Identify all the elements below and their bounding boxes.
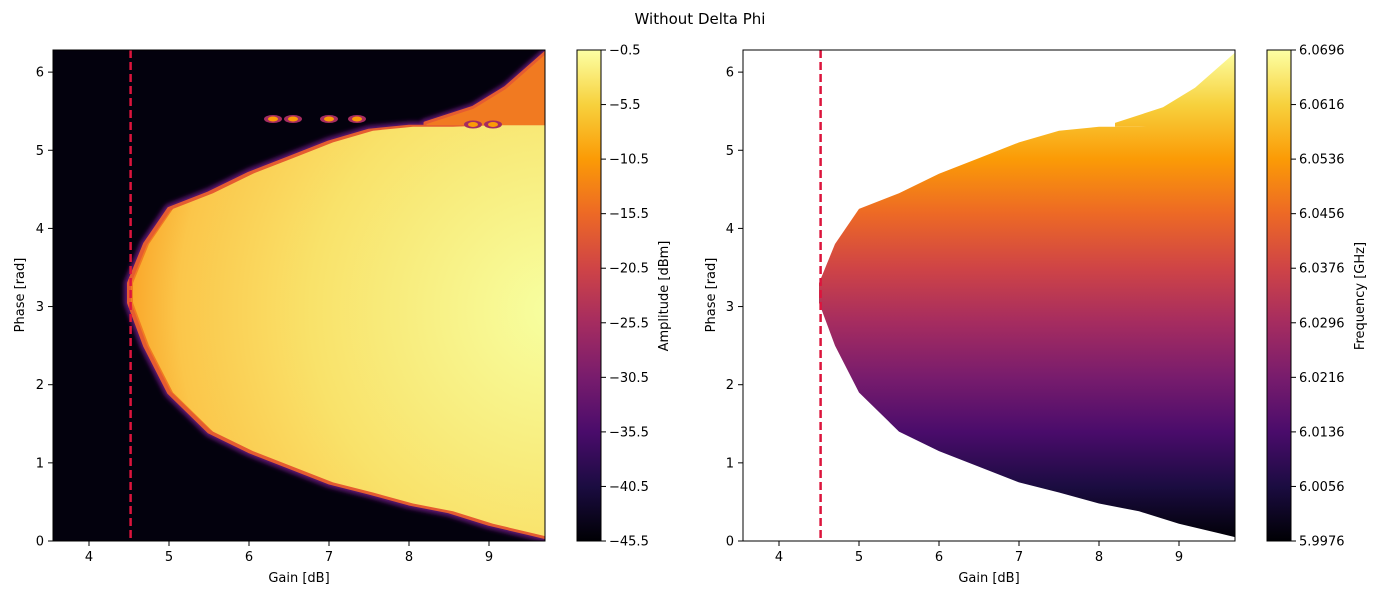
colorbar-label: Amplitude [dBm] bbox=[657, 241, 672, 352]
y-tick-label: 4 bbox=[36, 222, 44, 237]
colorbar-tick-label: 6.0216 bbox=[1299, 371, 1345, 386]
amplitude-spot-core bbox=[468, 122, 478, 127]
x-tick-label: 8 bbox=[405, 550, 413, 565]
y-tick-label: 3 bbox=[36, 300, 44, 315]
x-tick-label: 6 bbox=[245, 550, 253, 565]
colorbar-tick-label: 6.0616 bbox=[1299, 98, 1345, 113]
y-tick-label: 2 bbox=[36, 378, 44, 393]
y-tick-label: 1 bbox=[36, 456, 44, 471]
colorbar-frame bbox=[1266, 49, 1292, 542]
y-tick-label: 4 bbox=[726, 222, 734, 237]
x-tick-label: 5 bbox=[165, 550, 173, 565]
colorbar-fill bbox=[1267, 50, 1291, 541]
colorbar-frame bbox=[576, 49, 602, 542]
upper-band-edge bbox=[423, 50, 545, 129]
y-tick-label: 5 bbox=[726, 144, 734, 159]
colorbar-tick-label: −20.5 bbox=[609, 262, 649, 277]
colorbar-tick-label: 6.0536 bbox=[1299, 153, 1345, 168]
x-tick-label: 8 bbox=[1095, 550, 1103, 565]
colorbar-tick-label: 5.9976 bbox=[1299, 535, 1345, 550]
colorbar-tick-label: 6.0296 bbox=[1299, 316, 1345, 331]
colorbar-tick-label: −10.5 bbox=[609, 153, 649, 168]
frequency-colorbar: 6.0696 6.0616 6.0536 6.0456 6.0376 6.0296 6.02… bbox=[1266, 44, 1368, 550]
x-tick-label: 7 bbox=[325, 550, 333, 565]
y-tick-label: 3 bbox=[726, 300, 734, 315]
x-axis-label: Gain [dB] bbox=[268, 571, 329, 586]
y-tick-label: 0 bbox=[36, 535, 44, 550]
amplitude-colorbar: −0.5 −5.5 −10.5 −15.5 −20.5 −25.5 −30.5 −35.5 −4… bbox=[576, 44, 672, 550]
colorbar-label: Frequency [GHz] bbox=[1353, 242, 1368, 350]
colorbar-tick-label: −45.5 bbox=[609, 535, 649, 550]
x-tick-label: 4 bbox=[85, 550, 93, 565]
colorbar-tick-label: −35.5 bbox=[609, 425, 649, 440]
y-tick-label: 1 bbox=[726, 456, 734, 471]
colorbar-tick-label: −15.5 bbox=[609, 207, 649, 222]
colorbar-fill bbox=[577, 50, 601, 541]
amplitude-heatmap-panel: 4 5 6 7 8 9 0 1 2 3 4 5 6 Gain [dB] Phase [rad] −0.… bbox=[13, 44, 672, 587]
region-interior bbox=[133, 125, 545, 537]
colorbar-tick-label: 6.0056 bbox=[1299, 480, 1345, 495]
x-axis-label: Gain [dB] bbox=[958, 571, 1019, 586]
colorbar-tick-label: −30.5 bbox=[609, 371, 649, 386]
amplitude-spot-core bbox=[268, 116, 278, 122]
y-tick-label: 5 bbox=[36, 144, 44, 159]
amplitude-spot-core bbox=[288, 116, 298, 122]
plot-frame bbox=[52, 49, 546, 542]
x-tick-label: 4 bbox=[775, 550, 783, 565]
colorbar-tick-label: 6.0376 bbox=[1299, 262, 1345, 277]
x-tick-label: 9 bbox=[1175, 550, 1183, 565]
x-tick-label: 6 bbox=[935, 550, 943, 565]
x-tick-label: 9 bbox=[485, 550, 493, 565]
frequency-region bbox=[819, 125, 1235, 538]
y-axis-label: Phase [rad] bbox=[13, 258, 28, 333]
colorbar-tick-label: −40.5 bbox=[609, 480, 649, 495]
colorbar-tick-label: −25.5 bbox=[609, 316, 649, 331]
amplitude-spot-core bbox=[488, 122, 498, 127]
y-tick-label: 6 bbox=[36, 66, 44, 81]
y-axis-label: Phase [rad] bbox=[704, 258, 719, 333]
frequency-heatmap-panel: 4 5 6 7 8 9 0 1 2 3 4 5 6 Gain [dB] Phase [rad] 6.0… bbox=[704, 44, 1368, 587]
y-tick-label: 6 bbox=[726, 66, 734, 81]
x-tick-label: 7 bbox=[1015, 550, 1023, 565]
colorbar-tick-label: −5.5 bbox=[609, 98, 641, 113]
frequency-upper-band bbox=[1115, 52, 1235, 127]
amplitude-spot-core bbox=[324, 116, 334, 122]
y-tick-label: 0 bbox=[726, 535, 734, 550]
colorbar-tick-label: 6.0696 bbox=[1299, 44, 1345, 59]
amplitude-spot-core bbox=[352, 116, 362, 122]
colorbar-tick-label: 6.0456 bbox=[1299, 207, 1345, 222]
colorbar-tick-label: 6.0136 bbox=[1299, 425, 1345, 440]
y-tick-label: 2 bbox=[726, 378, 734, 393]
figure-title: Without Delta Phi bbox=[635, 10, 766, 28]
x-tick-label: 5 bbox=[855, 550, 863, 565]
plot-frame bbox=[742, 49, 1236, 542]
colorbar-tick-label: −0.5 bbox=[609, 44, 641, 59]
